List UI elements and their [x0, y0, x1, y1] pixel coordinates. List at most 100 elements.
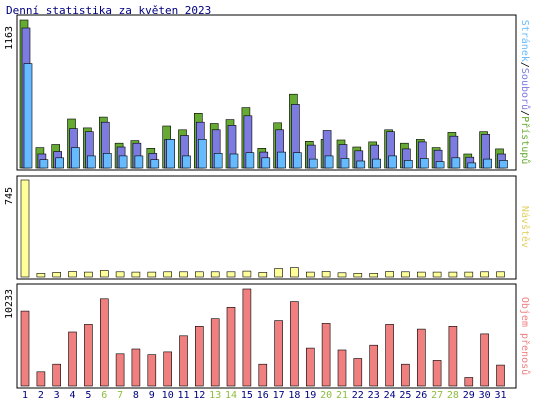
legend-sep-2: / [519, 110, 530, 116]
top-ymax-label: 1163 [4, 26, 15, 50]
bar-pages-day-23 [372, 158, 382, 169]
x-tick-label-4: 4 [69, 390, 75, 401]
bar-visits-day-3 [52, 272, 62, 278]
bar-volume-day-10 [163, 351, 172, 387]
legend-pages: Stránek [519, 20, 531, 62]
legend-hits: Přístupů [519, 116, 531, 164]
x-tick-label-19: 19 [304, 390, 316, 401]
x-tick-label-1: 1 [22, 390, 28, 401]
bar-volume-day-21 [337, 349, 347, 387]
bar-visits-day-26 [416, 271, 426, 278]
x-tick-label-8: 8 [133, 390, 139, 401]
bar-visits-day-16 [258, 272, 268, 278]
bottom-legend: Objem přenosů [519, 297, 531, 375]
bar-visits-day-13 [210, 271, 220, 278]
bar-pages-day-5 [87, 155, 96, 169]
bar-pages-day-9 [150, 159, 160, 169]
bar-visits-day-2 [36, 273, 46, 278]
bar-visits-day-14 [226, 271, 236, 278]
x-tick-label-24: 24 [384, 390, 396, 401]
bar-visits-day-5 [84, 271, 93, 278]
chart-title: Denní statistika za květen 2023 [6, 4, 211, 17]
x-tick-label-5: 5 [85, 390, 91, 401]
x-labels-layer: 1 2 3 4 5 6 7 8 9 10 11 12 13 14 15 16 17 18 19 20 21 22 23 24 2… [22, 390, 507, 401]
bar-volume-day-22 [353, 358, 363, 387]
bar-visits-day-28 [448, 271, 458, 278]
x-tick-label-9: 9 [149, 390, 155, 401]
bar-pages-day-21 [340, 158, 350, 169]
bar-visits-day-29 [464, 271, 474, 278]
bar-pages-day-27 [435, 161, 445, 169]
bar-visits-day-19 [305, 271, 315, 278]
bar-volume-day-5 [84, 324, 93, 387]
x-tick-label-31: 31 [494, 390, 506, 401]
middle-panel-frame [16, 175, 517, 280]
bar-pages-day-7 [118, 155, 128, 169]
bar-pages-day-31 [499, 160, 508, 169]
x-tick-label-14: 14 [225, 390, 237, 401]
bar-pages-day-17 [277, 151, 286, 169]
x-tick-label-22: 22 [352, 390, 364, 401]
bar-volume-day-13 [210, 318, 220, 387]
bar-pages-day-4 [71, 147, 80, 169]
bar-pages-day-16 [261, 157, 271, 169]
x-tick-label-26: 26 [415, 390, 427, 401]
bar-volume-day-11 [179, 335, 188, 387]
bar-visits-day-30 [480, 271, 489, 278]
bottom-ymax-label: 10233 [4, 289, 15, 319]
x-tick-label-28: 28 [447, 390, 459, 401]
bar-volume-day-9 [147, 354, 157, 387]
bar-pages-day-24 [388, 155, 397, 169]
bar-pages-day-2 [39, 159, 49, 169]
x-tick-label-21: 21 [336, 390, 348, 401]
middle-legend: Návštěv [519, 206, 531, 248]
bar-pages-day-6 [103, 153, 112, 169]
x-tick-label-23: 23 [368, 390, 380, 401]
bar-volume-day-19 [305, 347, 315, 387]
bar-pages-day-10 [166, 139, 175, 169]
bar-visits-day-1 [20, 179, 30, 278]
bar-pages-day-29 [467, 162, 477, 169]
bar-pages-day-25 [404, 160, 413, 169]
x-tick-label-30: 30 [479, 390, 491, 401]
bar-visits-day-15 [242, 270, 252, 278]
bar-pages-day-14 [229, 153, 239, 169]
x-tick-label-12: 12 [193, 390, 205, 401]
bar-volume-day-29 [464, 377, 474, 387]
bar-visits-day-31 [496, 271, 505, 278]
bar-pages-day-28 [451, 157, 461, 169]
bar-pages-day-22 [356, 160, 366, 169]
middle-ymax-label: 745 [4, 187, 15, 205]
x-tick-label-25: 25 [399, 390, 411, 401]
bar-volume-day-6 [100, 298, 109, 387]
bar-volume-day-18 [290, 301, 299, 387]
x-tick-label-2: 2 [38, 390, 44, 401]
top-legend: Stránek/Souborů/Přístupů [519, 20, 531, 165]
bar-volume-day-31 [496, 364, 505, 387]
x-tick-label-18: 18 [288, 390, 300, 401]
bar-pages-day-11 [182, 155, 191, 169]
legend-files: Souborů [519, 68, 531, 110]
bar-visits-day-22 [353, 273, 363, 278]
bottom-panel-frame [16, 283, 517, 389]
bar-volume-day-20 [321, 323, 331, 387]
x-tick-label-10: 10 [162, 390, 174, 401]
bar-volume-day-30 [480, 333, 489, 387]
x-tick-label-29: 29 [463, 390, 475, 401]
x-tick-label-17: 17 [273, 390, 285, 401]
bar-visits-day-23 [369, 273, 379, 278]
bar-visits-day-27 [432, 271, 442, 278]
bar-visits-day-25 [401, 271, 410, 278]
bar-visits-day-20 [321, 271, 331, 278]
bar-pages-day-18 [293, 152, 302, 169]
bar-visits-day-18 [290, 267, 299, 278]
bar-pages-day-8 [134, 155, 144, 169]
bar-volume-day-27 [432, 360, 442, 387]
bar-visits-day-21 [337, 272, 347, 278]
bar-volume-day-2 [36, 371, 46, 387]
bar-visits-day-24 [385, 271, 394, 278]
bar-volume-day-3 [52, 363, 62, 387]
x-tick-label-13: 13 [209, 390, 221, 401]
